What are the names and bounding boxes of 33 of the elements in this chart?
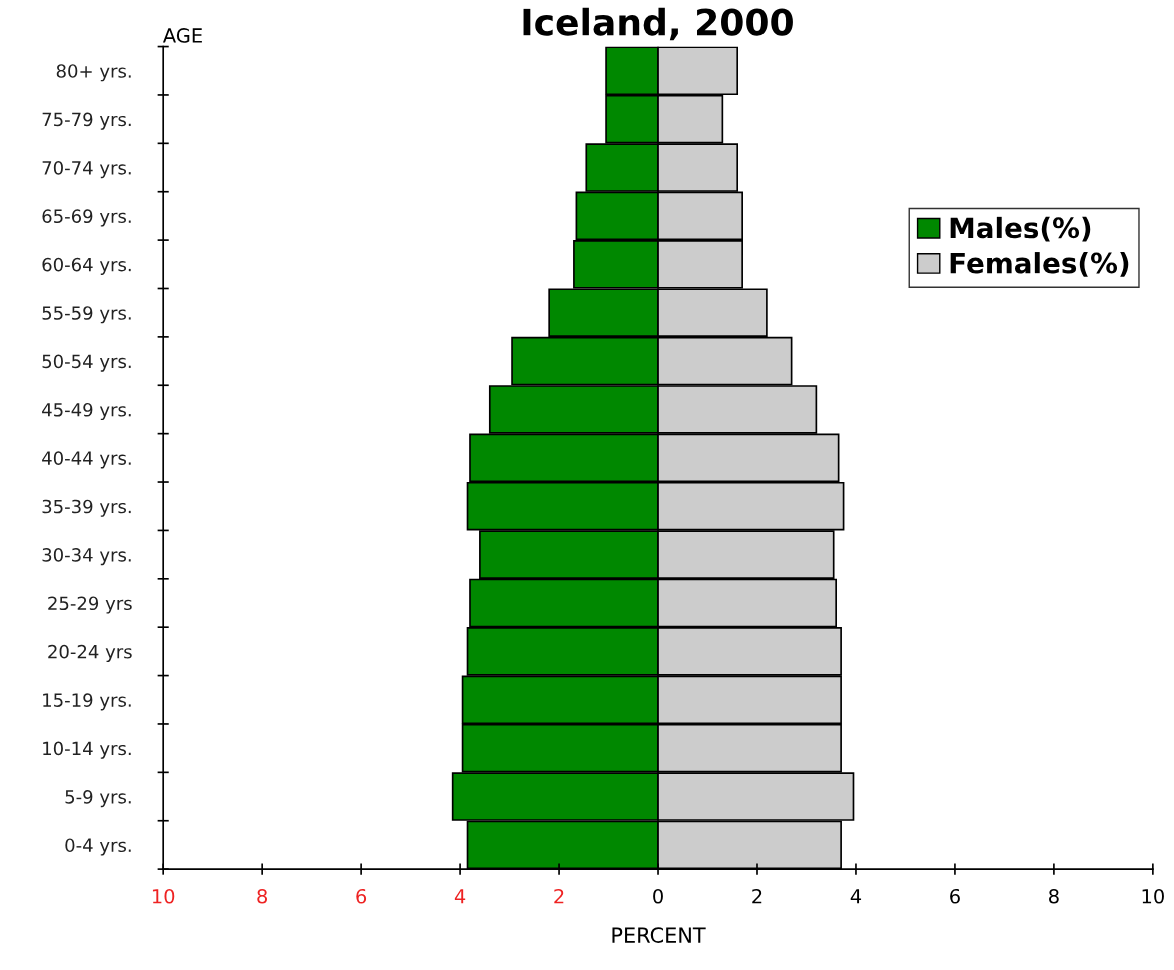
y-tick-label: 50-54 yrs. [42,354,131,372]
x-tick-label: 4 [850,889,862,904]
y-tick-label: 65-69 yrs. [42,209,131,227]
x-tick-label: 10 [152,888,175,904]
y-tick-label: 15-19 yrs. [43,693,131,711]
y-tick-label: 40-44 yrs. [42,451,131,469]
x-tick-label: 6 [950,888,960,904]
chart-title: Iceland, 2000 [523,7,793,41]
y-tick-label: 0-4 yrs. [65,838,131,856]
x-tick-label: 8 [1049,888,1059,904]
y-tick-label: 75-79 yrs. [42,112,131,130]
x-tick-label: 4 [454,889,466,904]
x-axis-title: PERCENT [612,927,706,943]
y-tick-label: 30-34 yrs. [42,548,131,566]
y-tick-label: 45-49 yrs. [42,402,131,421]
y-tick-label: 10-14 yrs. [43,741,131,759]
x-tick-label: 0 [653,888,663,904]
y-tick-label: 20-24 yrs [48,644,132,662]
x-tick-label: 2 [554,888,564,904]
y-tick-label: 55-59 yrs. [42,306,131,324]
y-tick-label: 35-39 yrs. [42,499,131,517]
y-tick-label: 60-64 yrs. [42,257,131,275]
x-tick-label: 2 [752,888,762,904]
legend-label: Males(%) [950,216,1091,242]
x-tick-label: 8 [257,888,268,904]
legend-label: Females(%) [950,252,1129,277]
y-tick-label: 5-9 yrs. [65,790,131,808]
x-tick-label: 10 [1142,888,1164,904]
y-tick-label: 25-29 yrs [48,596,132,614]
y-axis-title: AGE [162,28,202,43]
x-tick-label: 6 [356,888,367,904]
y-tick-label: 80+ yrs. [56,64,131,82]
y-tick-label: 70-74 yrs. [42,160,131,179]
